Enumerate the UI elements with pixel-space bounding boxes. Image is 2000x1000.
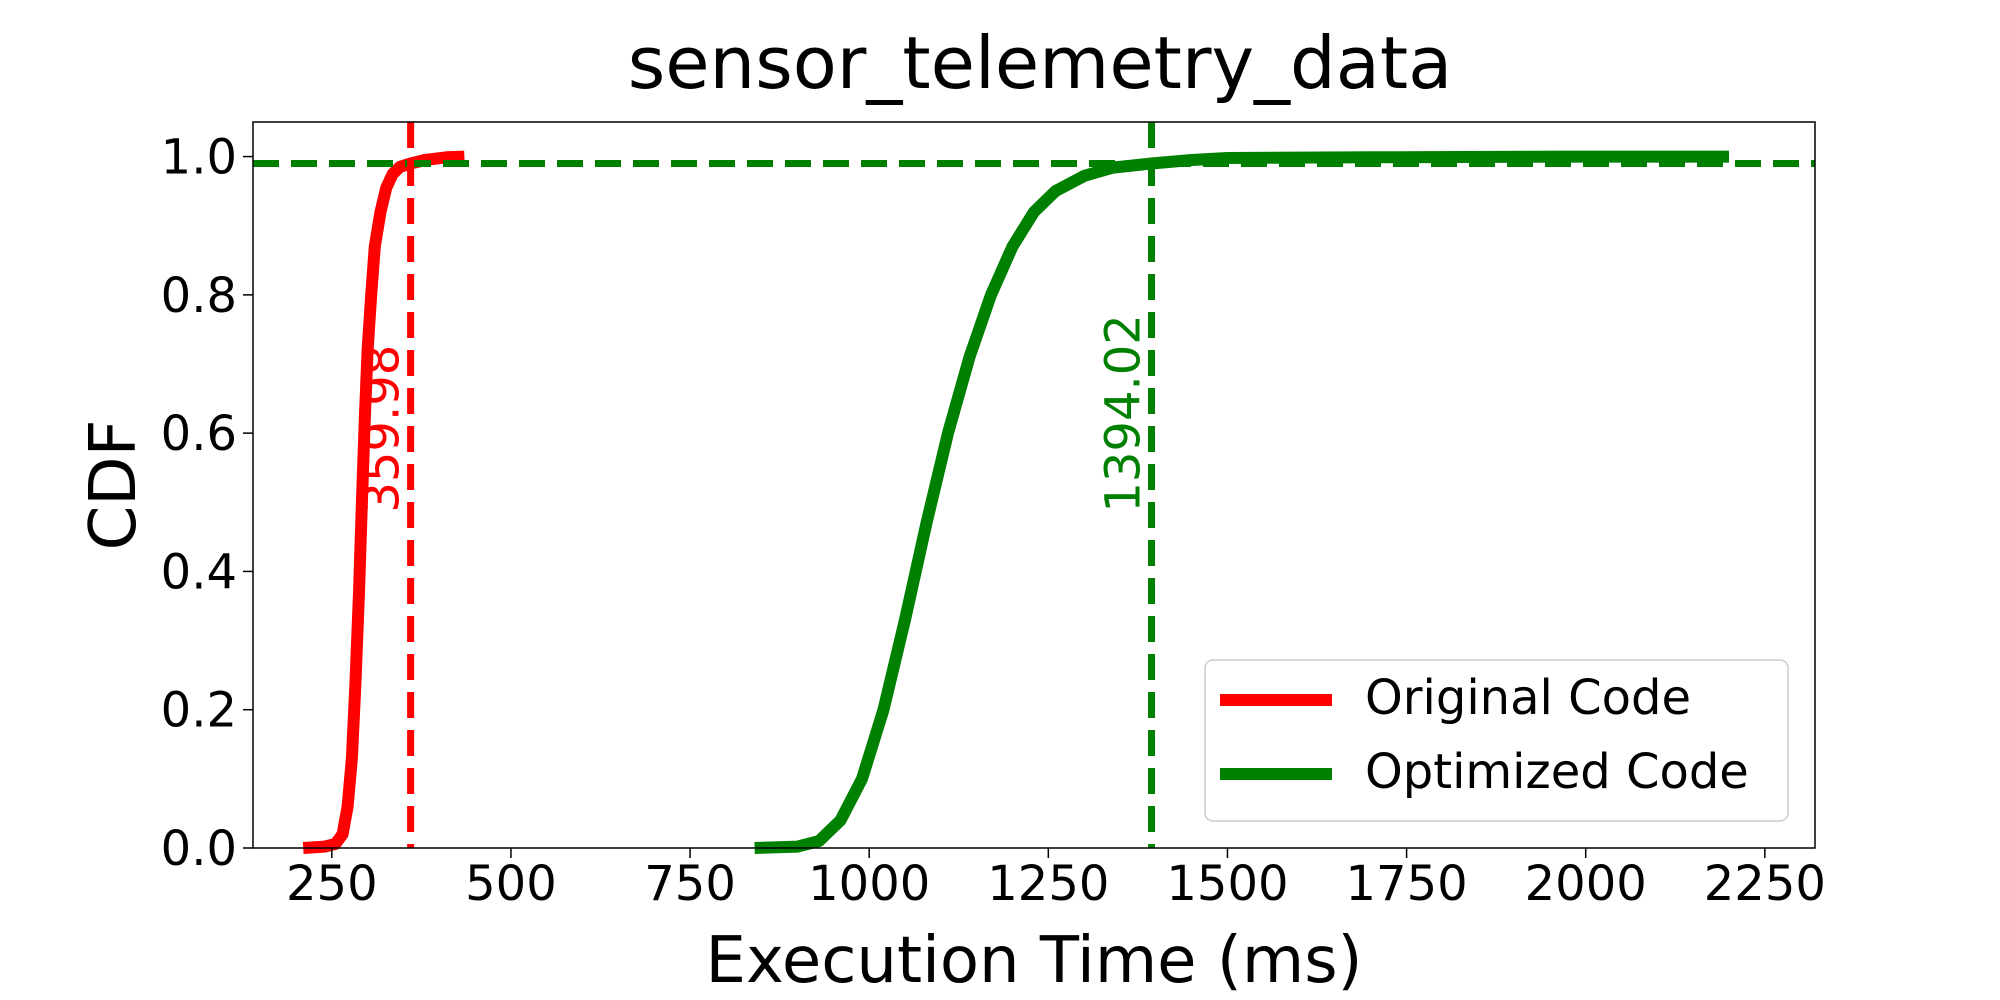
- x-tick-label: 1500: [1166, 856, 1288, 912]
- legend: Original Code Optimized Code: [1204, 659, 1789, 822]
- reference-line-label-2: 1394.02: [1096, 314, 1152, 513]
- plot-area: 359.98 1394.02: [253, 122, 1815, 854]
- x-tick-label: 1250: [987, 856, 1109, 912]
- y-tick-label: 0.2: [161, 683, 237, 739]
- reference-line-label-1: 359.98: [355, 345, 411, 513]
- x-tick-label: 1000: [808, 856, 930, 912]
- y-tick-label: 0.4: [161, 544, 237, 600]
- x-tick-label: 250: [286, 856, 378, 912]
- legend-box: [1204, 659, 1789, 822]
- x-tick-label: 2000: [1525, 856, 1647, 912]
- legend-label-optimized: Optimized Code: [1365, 744, 1749, 800]
- y-tick-label: 0.6: [161, 406, 237, 462]
- legend-label-original: Original Code: [1365, 670, 1691, 726]
- axis-ticks: 250 500 750 1000 1250 1500 1750 2000 2250 0.0 0.2 0…: [161, 130, 1826, 912]
- x-axis-label: Execution Time (ms): [706, 924, 1363, 998]
- x-tick-label: 1750: [1346, 856, 1468, 912]
- chart-title: sensor_telemetry_data: [628, 21, 1452, 105]
- y-tick-label: 0.8: [161, 268, 237, 324]
- x-tick-label: 750: [644, 856, 736, 912]
- y-tick-label: 0.0: [161, 821, 237, 877]
- x-tick-label: 2250: [1704, 856, 1826, 912]
- y-axis-label: CDF: [77, 420, 151, 551]
- y-tick-label: 1.0: [161, 130, 237, 186]
- plot-frame: [252, 121, 1816, 849]
- series-line-optimized: [754, 150, 1729, 854]
- x-tick-label: 500: [465, 856, 557, 912]
